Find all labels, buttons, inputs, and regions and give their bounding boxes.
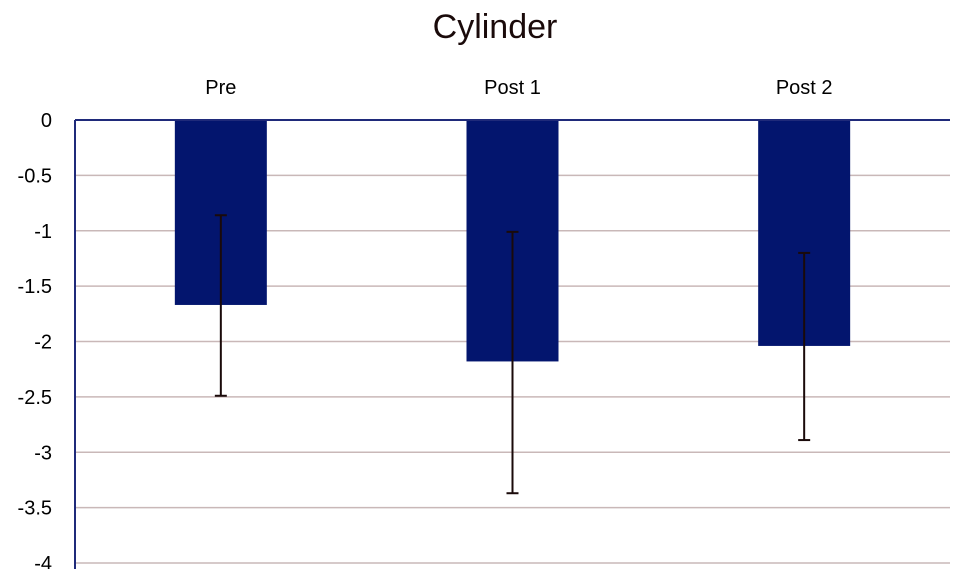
y-tick-label: -3.5 bbox=[18, 498, 52, 520]
y-tick-label: -2 bbox=[34, 332, 52, 354]
axes bbox=[74, 119, 950, 569]
category-label: Post 2 bbox=[776, 77, 833, 99]
error-bar bbox=[214, 214, 227, 397]
y-tick-label: -2.5 bbox=[18, 387, 52, 409]
category-label: Pre bbox=[205, 77, 236, 99]
error-bar bbox=[798, 251, 811, 442]
error-bar bbox=[506, 230, 519, 495]
y-tick-label: -1.5 bbox=[18, 276, 52, 298]
y-tick-label: -3 bbox=[34, 442, 52, 464]
y-tick-label: -1 bbox=[34, 221, 52, 243]
error-bars bbox=[214, 214, 811, 495]
labels: 0 -0.5 -1 -1.5 -2 -2.5 -3 -3.5 -4 Pre Post 1 Post 2 bbox=[18, 77, 833, 569]
y-tick-label: -0.5 bbox=[18, 165, 52, 187]
category-label: Post 1 bbox=[484, 77, 541, 99]
y-tick-label: 0 bbox=[41, 110, 52, 132]
y-tick-label: -4 bbox=[34, 553, 52, 569]
chart-title: Cylinder bbox=[432, 8, 558, 46]
